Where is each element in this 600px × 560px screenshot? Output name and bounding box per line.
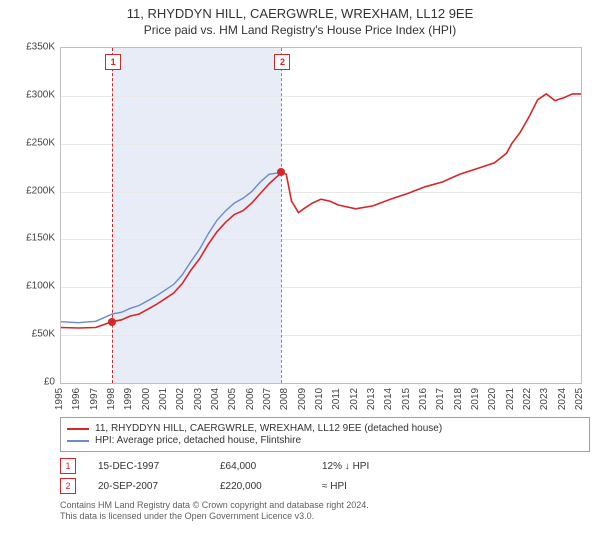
y-axis-tick: £100K (10, 281, 55, 292)
legend-swatch (67, 440, 89, 442)
y-axis-tick: £50K (10, 329, 55, 340)
legend-item: 11, RHYDDYN HILL, CAERGWRLE, WREXHAM, LL… (67, 423, 583, 434)
transaction-price: £64,000 (220, 461, 300, 472)
transaction-marker: 1 (60, 458, 76, 474)
legend-label: 11, RHYDDYN HILL, CAERGWRLE, WREXHAM, LL… (95, 423, 442, 434)
y-axis-tick: £150K (10, 233, 55, 244)
legend: 11, RHYDDYN HILL, CAERGWRLE, WREXHAM, LL… (60, 417, 590, 452)
footer-line: Contains HM Land Registry data © Crown c… (60, 500, 590, 511)
transaction-date: 15-DEC-1997 (98, 461, 198, 472)
legend-swatch (67, 428, 89, 430)
transaction-price: £220,000 (220, 481, 300, 492)
page-title: 11, RHYDDYN HILL, CAERGWRLE, WREXHAM, LL… (0, 6, 600, 21)
transaction-row: 2 20-SEP-2007 £220,000 ≈ HPI (60, 478, 590, 494)
y-axis-tick: £200K (10, 185, 55, 196)
series-property_price (61, 94, 581, 328)
data-point (108, 318, 116, 326)
transaction-marker: 2 (60, 478, 76, 494)
y-axis-tick: £250K (10, 137, 55, 148)
transaction-date: 20-SEP-2007 (98, 481, 198, 492)
y-axis-tick: £350K (10, 42, 55, 53)
legend-item: HPI: Average price, detached house, Flin… (67, 435, 583, 446)
transactions-table: 1 15-DEC-1997 £64,000 12% ↓ HPI 2 20-SEP-2007… (60, 458, 590, 494)
x-axis-tick: 2025 (566, 388, 594, 410)
transaction-hpi-relation: 12% ↓ HPI (322, 461, 369, 472)
page-subtitle: Price paid vs. HM Land Registry's House … (0, 23, 600, 37)
transaction-hpi-relation: ≈ HPI (322, 481, 347, 492)
attribution-footer: Contains HM Land Registry data © Crown c… (60, 500, 590, 523)
price-chart: 12 £0£50K£100K£150K£200K£250K£300K£350K1… (10, 43, 590, 413)
legend-label: HPI: Average price, detached house, Flin… (95, 435, 301, 446)
footer-line: This data is licensed under the Open Gov… (60, 511, 590, 522)
series-hpi_flintshire (61, 172, 282, 322)
data-point (277, 168, 285, 176)
y-axis-tick: £0 (10, 377, 55, 388)
chart-marker: 2 (274, 54, 290, 70)
chart-marker: 1 (105, 54, 121, 70)
y-axis-tick: £300K (10, 89, 55, 100)
transaction-row: 1 15-DEC-1997 £64,000 12% ↓ HPI (60, 458, 590, 474)
